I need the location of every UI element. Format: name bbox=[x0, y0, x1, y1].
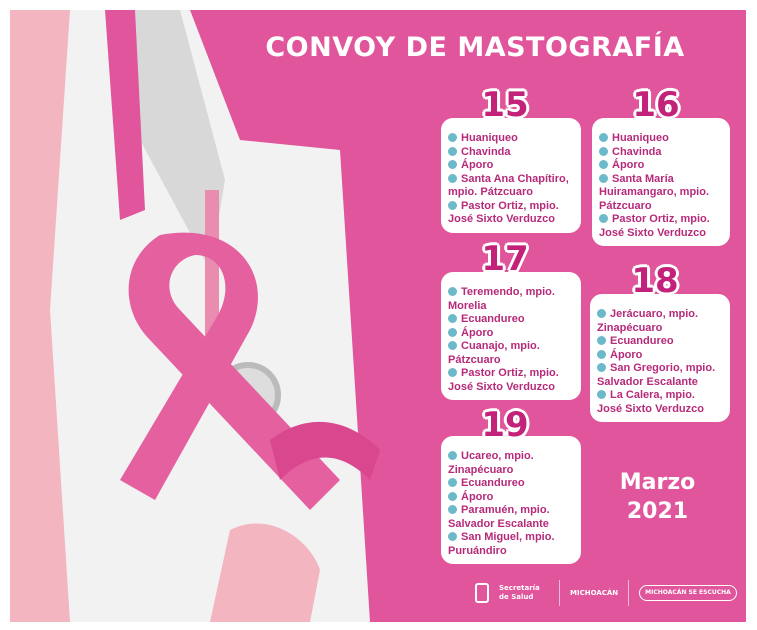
poster-title: CONVOY DE MASTOGRAFÍA bbox=[265, 32, 685, 63]
year: 2021 bbox=[626, 499, 689, 524]
bullet-icon bbox=[448, 287, 457, 296]
list-item: Huaniqueo bbox=[599, 132, 723, 146]
bullet-icon bbox=[597, 363, 606, 372]
day-16-card: Huaniqueo Chavinda Áporo Santa María Hui… bbox=[592, 118, 730, 246]
bullet-icon bbox=[448, 368, 457, 377]
doctor-ribbon-illustration bbox=[10, 10, 380, 622]
salud-logo: Secretaría de Salud bbox=[499, 584, 540, 601]
list-item: Ucareo, mpio. Zinapécuaro bbox=[448, 450, 534, 476]
radio-logo: MICHOACÁN SE ESCUCHA bbox=[639, 585, 737, 601]
bullet-icon bbox=[599, 133, 608, 142]
list-item: Pastor Ortiz, mpio. José Sixto Verduzco bbox=[599, 213, 710, 239]
bullet-icon bbox=[448, 133, 457, 142]
list-item: Jerácuaro, mpio. Zinapécuaro bbox=[597, 308, 699, 334]
date-label: Marzo 2021 bbox=[600, 468, 715, 526]
divider bbox=[628, 580, 630, 606]
list-item: Áporo bbox=[599, 159, 723, 173]
day-19-number: 19 bbox=[481, 405, 529, 445]
michoacan-logo: MICHOACÁN bbox=[570, 588, 619, 597]
bullet-icon bbox=[448, 505, 457, 514]
list-item: Cuanajo, mpio. Pátzcuaro bbox=[448, 340, 540, 366]
bullet-icon bbox=[448, 532, 457, 541]
day-17-number: 17 bbox=[481, 239, 529, 279]
list-item: Pastor Ortiz, mpio. José Sixto Verduzco bbox=[448, 199, 559, 225]
state-seal-icon bbox=[475, 583, 489, 603]
list-item: Ecuandureo bbox=[597, 335, 723, 349]
bullet-icon bbox=[599, 146, 608, 156]
list-item: Pastor Ortiz, mpio. José Sixto Verduzco bbox=[448, 367, 559, 393]
day-15-card: Huaniqueo Chavinda Áporo Santa Ana Chapí… bbox=[441, 118, 581, 233]
list-item: Paramuén, mpio. Salvador Escalante bbox=[448, 504, 550, 530]
list-item: Chavinda bbox=[599, 146, 723, 160]
month: Marzo bbox=[619, 470, 696, 495]
list-item: Áporo bbox=[448, 327, 574, 341]
bullet-icon bbox=[448, 341, 457, 350]
list-item: Ecuandureo bbox=[448, 313, 574, 327]
day-18-number: 18 bbox=[631, 261, 679, 301]
bullet-icon bbox=[448, 173, 457, 183]
day-16-number: 16 bbox=[632, 85, 680, 125]
bullet-icon bbox=[448, 146, 457, 156]
list-item: Áporo bbox=[448, 491, 574, 505]
bullet-icon bbox=[597, 349, 606, 359]
bullet-icon bbox=[448, 327, 457, 337]
list-item: Santa Ana Chapítiro, mpio. Pátzcuaro bbox=[448, 172, 569, 198]
bullet-icon bbox=[448, 200, 457, 210]
bullet-icon bbox=[599, 214, 608, 223]
day-19-card: Ucareo, mpio. Zinapécuaro Ecuandureo Ápo… bbox=[441, 436, 581, 564]
bullet-icon bbox=[597, 390, 606, 399]
list-item: Áporo bbox=[597, 349, 723, 363]
bullet-icon bbox=[597, 309, 606, 318]
list-item: Teremendo, mpio. Morelia bbox=[448, 286, 555, 312]
day-18-card: Jerácuaro, mpio. Zinapécuaro Ecuandureo … bbox=[590, 294, 730, 422]
bullet-icon bbox=[448, 160, 457, 169]
list-item: Áporo bbox=[448, 159, 574, 173]
bullet-icon bbox=[448, 478, 457, 487]
bullet-icon bbox=[448, 451, 457, 460]
list-item: Santa María Huiramangaro, mpio. Pátzcuar… bbox=[599, 172, 710, 212]
bullet-icon bbox=[599, 160, 608, 169]
bullet-icon bbox=[599, 173, 608, 183]
footer-logos: Secretaría de Salud MICHOACÁN MICHOACÁN … bbox=[475, 575, 737, 611]
list-item: San Gregorio, mpio. Salvador Escalante bbox=[597, 362, 716, 388]
list-item: Ecuandureo bbox=[448, 477, 574, 491]
bullet-icon bbox=[597, 336, 606, 345]
day-17-card: Teremendo, mpio. Morelia Ecuandureo Ápor… bbox=[441, 272, 581, 400]
bullet-icon bbox=[448, 314, 457, 323]
divider bbox=[559, 580, 560, 606]
list-item: Chavinda bbox=[448, 146, 574, 160]
list-item: La Calera, mpio. José Sixto Verduzco bbox=[597, 389, 704, 415]
day-15-number: 15 bbox=[481, 85, 529, 125]
poster: CONVOY DE MASTOGRAFÍA 15 Huaniqueo Chavi… bbox=[10, 10, 746, 622]
bullet-icon bbox=[448, 491, 457, 501]
list-item: Huaniqueo bbox=[448, 132, 574, 146]
list-item: San Miguel, mpio. Puruándiro bbox=[448, 531, 555, 557]
